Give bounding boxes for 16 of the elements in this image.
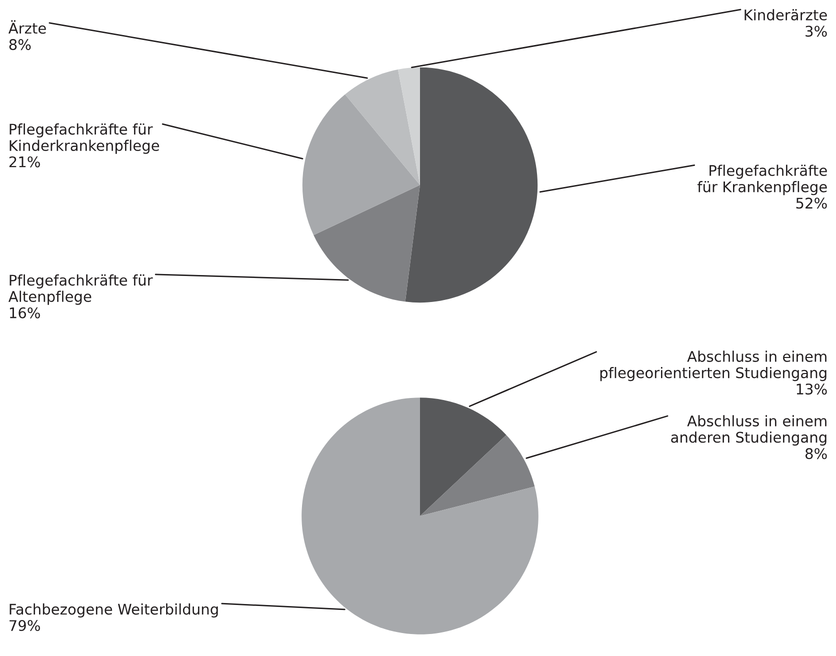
data-label: 21% (9, 156, 40, 168)
slice-label: Abschluss in einem anderen Studiengang (671, 415, 826, 446)
slice-label: Pflegefachkräfte für Altenpflege (8, 274, 153, 305)
slice-label: Kinderärzte (744, 9, 827, 20)
data-label: 16% (10, 307, 40, 318)
slice-label: Abschluss in einem pflegeorientierten Studiengang (600, 350, 826, 382)
slice-label: Pflegefachkräfte für Kinderkrankenpflege (10, 123, 160, 154)
data-label: 3% (806, 26, 827, 37)
slice-label: Pflegefachkräfte für Krankenpflege (697, 164, 827, 196)
data-label: 8% (805, 448, 827, 460)
slice-label: Fachbezogene Weiterbildung (10, 603, 218, 618)
slice-label: Ärzte (8, 20, 46, 34)
data-label: 8% (9, 39, 31, 50)
data-label: 13% (796, 384, 827, 395)
data-label: 52% (796, 198, 827, 209)
data-label: 79% (10, 620, 40, 632)
